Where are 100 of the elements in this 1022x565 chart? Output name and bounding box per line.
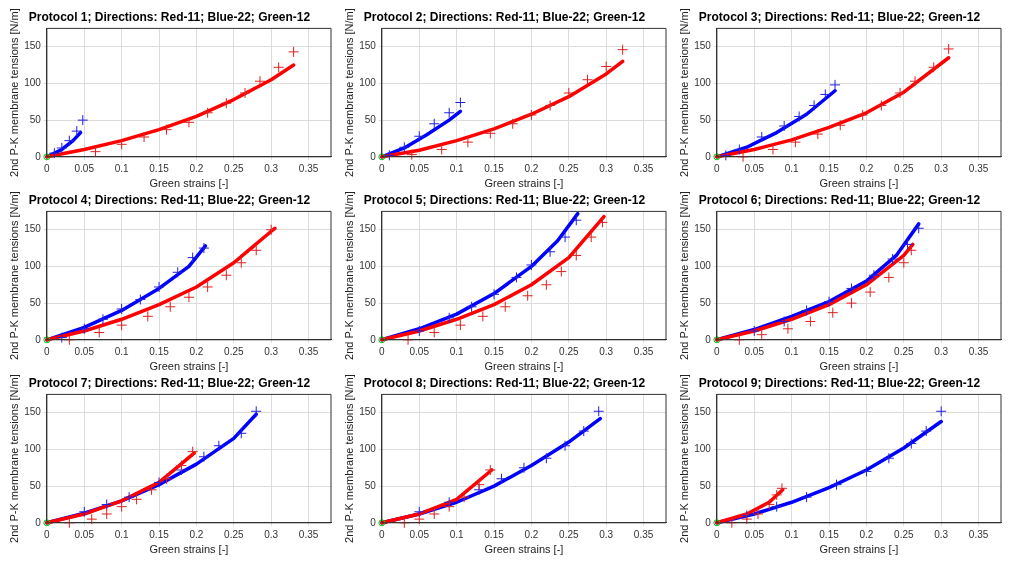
chart-title: Protocol 7; Directions: Red-11; Blue-22; Green-12 xyxy=(28,375,311,390)
x-tick-label: 0.15 xyxy=(819,528,840,540)
y-tick-label: 50 xyxy=(364,113,377,125)
x-tick-label: 0.1 xyxy=(784,162,800,174)
y-tick-label: 0 xyxy=(35,150,42,162)
x-tick-label: 0.2 xyxy=(189,162,204,174)
x-tick-label: 0.2 xyxy=(189,528,204,540)
x-tick-label: 0.15 xyxy=(484,345,505,357)
chart-title: Protocol 1; Directions: Red-11; Blue-22; Green-12 xyxy=(28,9,311,24)
x-tick-label: 0.25 xyxy=(224,162,244,174)
y-tick-label: 0 xyxy=(370,333,377,345)
y-tick-label: 50 xyxy=(364,479,377,491)
y-tick-label: 150 xyxy=(694,40,712,52)
x-tick-label: 0 xyxy=(714,345,721,357)
y-tick-label: 150 xyxy=(359,40,377,52)
x-tick-label: 0.15 xyxy=(484,162,505,174)
y-axis-title: 2nd P-K membrane tensions [N/m] xyxy=(342,191,355,360)
x-tick-label: 0.35 xyxy=(968,528,989,540)
x-tick-label: 0.3 xyxy=(599,345,614,357)
x-tick-label: 0.2 xyxy=(859,345,874,357)
y-tick-label: 100 xyxy=(359,77,377,89)
chart-title: Protocol 6; Directions: Red-11; Blue-22; Green-12 xyxy=(698,192,981,207)
x-tick-label: 0.3 xyxy=(934,345,949,357)
x-tick-label: 0.2 xyxy=(859,528,874,540)
y-tick-label: 50 xyxy=(699,113,712,125)
y-tick-label: 150 xyxy=(359,406,377,418)
x-tick-label: 0.25 xyxy=(894,162,914,174)
y-tick-label: 100 xyxy=(24,443,42,455)
x-tick-label: 0 xyxy=(714,528,721,540)
x-tick-label: 0.05 xyxy=(74,528,95,540)
x-tick-label: 0.3 xyxy=(264,345,279,357)
y-tick-label: 100 xyxy=(24,260,42,272)
y-tick-label: 0 xyxy=(705,150,712,162)
y-tick-label: 50 xyxy=(699,296,712,308)
y-axis-title: 2nd P-K membrane tensions [N/m] xyxy=(677,374,690,543)
x-tick-label: 0 xyxy=(379,528,386,540)
y-tick-label: 100 xyxy=(24,77,42,89)
y-tick-label: 50 xyxy=(364,296,377,308)
x-tick-label: 0.25 xyxy=(224,345,244,357)
x-tick-label: 0.35 xyxy=(968,345,989,357)
x-axis-title: Green strains [-] xyxy=(484,177,564,190)
x-tick-label: 0.1 xyxy=(114,345,130,357)
x-axis-title: Green strains [-] xyxy=(149,177,229,190)
y-tick-label: 50 xyxy=(29,296,42,308)
y-tick-label: 0 xyxy=(705,333,712,345)
x-axis-title: Green strains [-] xyxy=(484,360,564,373)
x-tick-label: 0.3 xyxy=(264,162,279,174)
x-tick-label: 0.35 xyxy=(633,345,654,357)
y-tick-label: 0 xyxy=(370,516,377,528)
y-tick-label: 100 xyxy=(359,260,377,272)
x-tick-label: 0.25 xyxy=(894,345,914,357)
y-tick-label: 150 xyxy=(694,406,712,418)
x-tick-label: 0.1 xyxy=(114,528,130,540)
x-tick-label: 0.25 xyxy=(559,162,579,174)
x-tick-label: 0.25 xyxy=(894,528,914,540)
y-tick-label: 100 xyxy=(694,260,712,272)
x-tick-label: 0.35 xyxy=(298,162,319,174)
x-tick-label: 0.25 xyxy=(224,528,244,540)
y-tick-label: 100 xyxy=(694,443,712,455)
chart-title: Protocol 3; Directions: Red-11; Blue-22; Green-12 xyxy=(698,9,981,24)
y-tick-label: 150 xyxy=(24,40,42,52)
x-tick-label: 0.25 xyxy=(559,528,579,540)
y-axis-title: 2nd P-K membrane tensions [N/m] xyxy=(7,8,20,177)
y-tick-label: 150 xyxy=(24,406,42,418)
y-tick-label: 0 xyxy=(35,333,42,345)
x-tick-label: 0.35 xyxy=(298,345,319,357)
y-tick-label: 100 xyxy=(359,443,377,455)
x-tick-label: 0.05 xyxy=(744,162,765,174)
x-tick-label: 0.3 xyxy=(934,528,949,540)
x-tick-label: 0.2 xyxy=(524,528,539,540)
x-tick-label: 0.35 xyxy=(633,528,654,540)
x-tick-label: 0.35 xyxy=(968,162,989,174)
x-tick-label: 0.05 xyxy=(744,345,765,357)
x-tick-label: 0.05 xyxy=(74,162,95,174)
x-axis-title: Green strains [-] xyxy=(484,543,564,556)
x-axis-title: Green strains [-] xyxy=(149,360,229,373)
x-tick-label: 0.15 xyxy=(149,345,170,357)
x-tick-label: 0.2 xyxy=(524,345,539,357)
x-tick-label: 0.15 xyxy=(484,528,505,540)
y-axis-title: 2nd P-K membrane tensions [N/m] xyxy=(7,191,20,360)
x-tick-label: 0.1 xyxy=(114,162,130,174)
chart-title: Protocol 4; Directions: Red-11; Blue-22; Green-12 xyxy=(28,192,311,207)
x-tick-label: 0.05 xyxy=(74,345,95,357)
x-axis-title: Green strains [-] xyxy=(819,177,899,190)
x-tick-label: 0.1 xyxy=(449,345,465,357)
y-tick-label: 50 xyxy=(29,479,42,491)
y-axis-title: 2nd P-K membrane tensions [N/m] xyxy=(342,8,355,177)
x-tick-label: 0.3 xyxy=(599,528,614,540)
y-axis-title: 2nd P-K membrane tensions [N/m] xyxy=(7,374,20,543)
x-tick-label: 0.35 xyxy=(633,162,654,174)
x-tick-label: 0.3 xyxy=(264,528,279,540)
y-axis-title: 2nd P-K membrane tensions [N/m] xyxy=(677,8,690,177)
x-tick-label: 0.1 xyxy=(784,345,800,357)
x-tick-label: 0.2 xyxy=(189,345,204,357)
chart-title: Protocol 8; Directions: Red-11; Blue-22; Green-12 xyxy=(363,375,646,390)
x-tick-label: 0.1 xyxy=(449,528,465,540)
y-tick-label: 50 xyxy=(699,479,712,491)
y-tick-label: 0 xyxy=(370,150,377,162)
x-tick-label: 0 xyxy=(379,162,386,174)
x-tick-label: 0 xyxy=(44,162,51,174)
